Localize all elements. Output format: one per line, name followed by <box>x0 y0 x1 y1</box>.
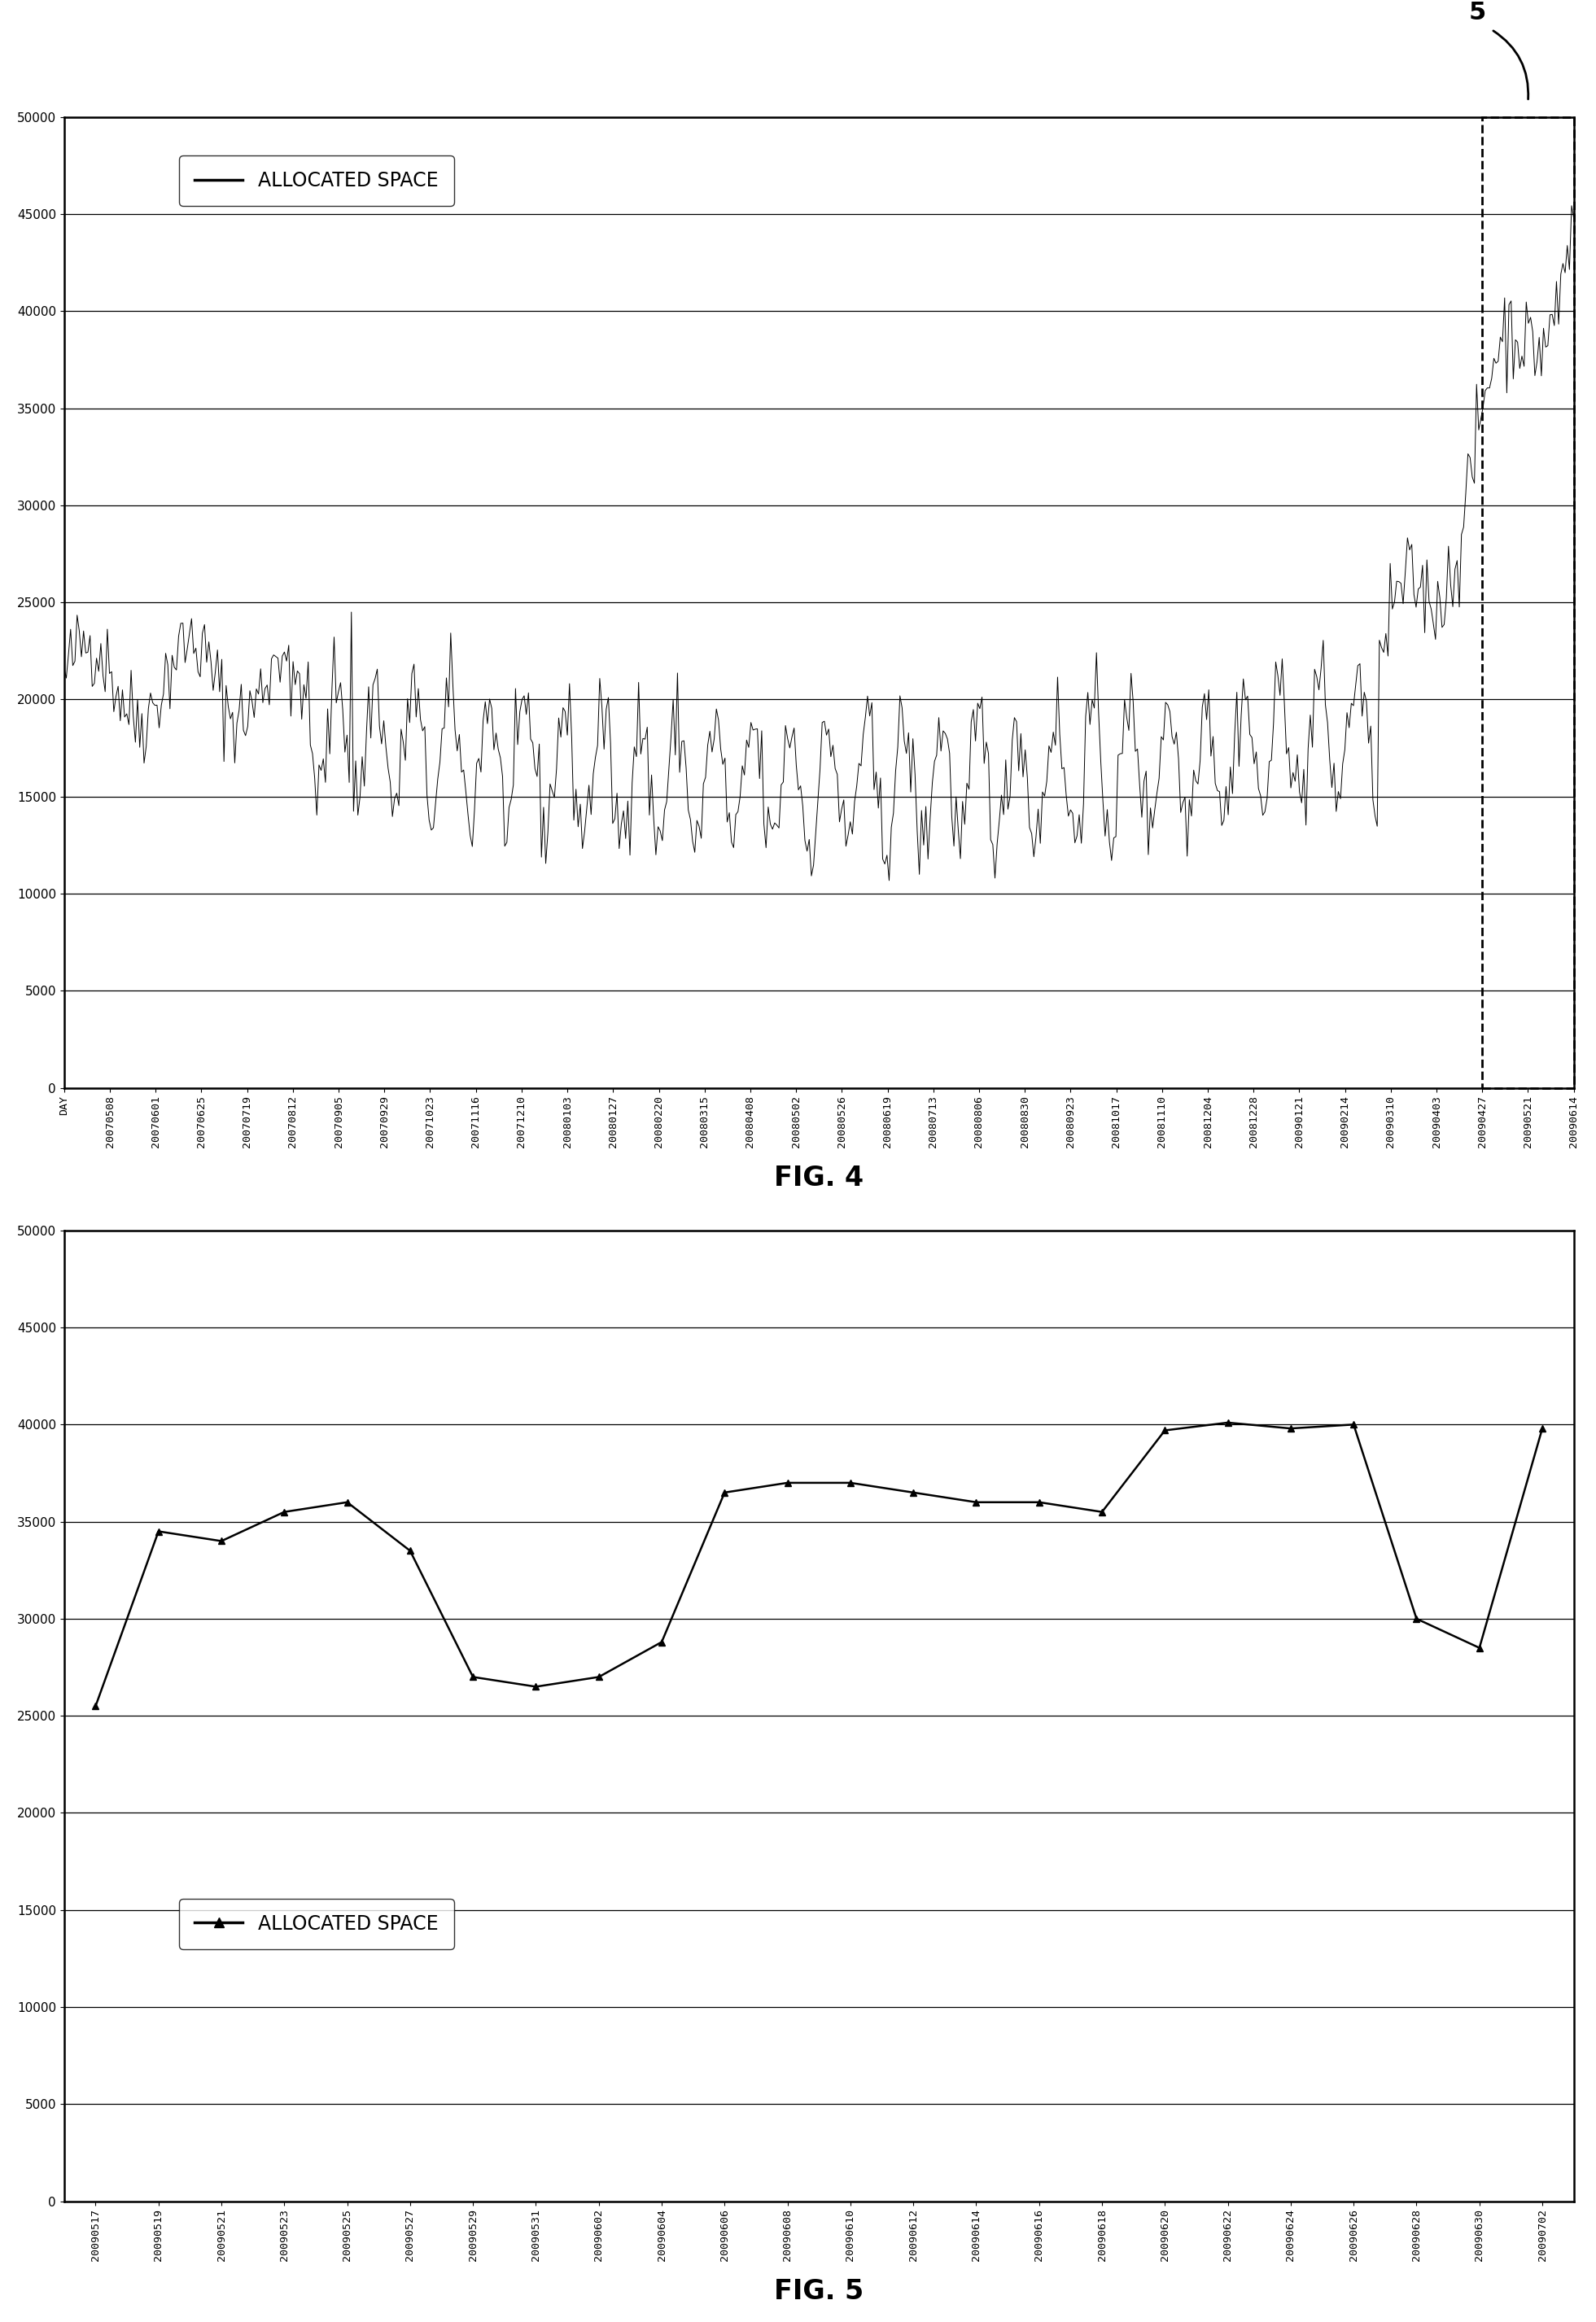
Legend: ALLOCATED SPACE: ALLOCATED SPACE <box>179 156 453 207</box>
X-axis label: FIG. 5: FIG. 5 <box>774 2278 863 2306</box>
Legend: ALLOCATED SPACE: ALLOCATED SPACE <box>179 1899 453 1948</box>
X-axis label: FIG. 4: FIG. 4 <box>774 1166 863 1191</box>
Bar <box>1483 116 1574 1087</box>
Text: 5: 5 <box>1468 0 1486 26</box>
